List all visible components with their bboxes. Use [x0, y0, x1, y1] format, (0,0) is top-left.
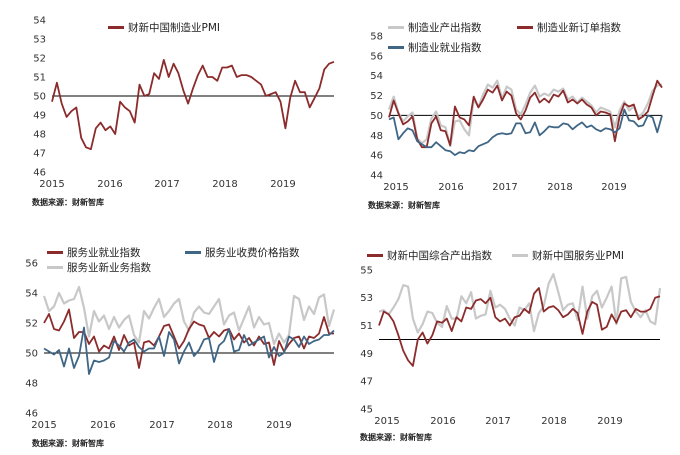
chart-1-x-tick: 2017 [154, 179, 179, 190]
chart-4-source: 数据来源：财新智库 [360, 432, 432, 442]
chart-1-plot: 46 47 48 49 50 51 52 53 54 2015 2016 2017 2018 2019 财新… [33, 16, 335, 190]
chart-2: 44 46 48 50 52 54 56 58 2015 2016 2017 2018 2019 制造业产… [368, 21, 663, 210]
chart-4-y-tick: 45 [360, 405, 373, 416]
chart-2-plot: 44 46 48 50 52 54 56 58 2015 2016 2017 2018 2019 制造业产… [370, 21, 663, 193]
chart-2-y-tick: 56 [370, 51, 383, 62]
chart-4-plot: 45 47 49 51 53 55 2015 2016 2017 2018 2019 财新中国综合产出… [360, 249, 662, 427]
chart-4-y-tick: 53 [360, 293, 373, 304]
chart-2-y-tick: 54 [370, 71, 383, 82]
chart-2-y-tick: 52 [370, 91, 383, 102]
chart-2-legend-label: 制造业就业指数 [408, 41, 482, 54]
chart-2-x-tick: 2018 [547, 182, 572, 193]
chart-3-legend-label: 服务业收费价格指数 [205, 246, 300, 259]
chart-1-y-tick: 50 [33, 92, 46, 103]
chart-4-series-2-line [378, 273, 662, 334]
chart-3-series-2-line [43, 326, 335, 375]
chart-4-series-1-line [378, 287, 661, 367]
chart-2-series-1-line [387, 79, 663, 148]
chart-1-legend-label: 财新中国制造业PMI [128, 21, 220, 34]
chart-4-legend-label: 财新中国服务业PMI [532, 249, 624, 262]
chart-1-y-tick: 48 [33, 130, 46, 141]
chart-1: 46 47 48 49 50 51 52 53 54 2015 2016 2017 2018 2019 财新… [32, 16, 335, 207]
chart-3-x-tick: 2018 [207, 420, 232, 431]
chart-2-y-tick: 48 [370, 131, 383, 142]
chart-2-y-tick: 44 [370, 171, 383, 182]
chart-4-y-tick: 51 [360, 321, 373, 332]
chart-4-x-tick: 2017 [485, 416, 510, 427]
chart-4-x-tick: 2019 [597, 416, 622, 427]
chart-3: 4648505254562015 2016 2017 2018 2019服务业就业指数服… [25, 246, 336, 448]
chart-3-x-tick: 2016 [90, 420, 115, 431]
chart-2-y-tick: 58 [370, 32, 383, 43]
chart-4: 45 47 49 51 53 55 2015 2016 2017 2018 2019 财新中国综合产出… [360, 249, 662, 442]
chart-1-y-tick: 47 [33, 149, 46, 160]
chart-1-source: 数据来源：财新智库 [32, 197, 104, 207]
chart-2-y-tick: 46 [370, 151, 383, 162]
chart-3-y-tick: 48 [25, 379, 38, 390]
chart-3-y-tick: 52 [25, 319, 38, 330]
chart-3-series-3-line [42, 285, 336, 346]
chart-4-y-tick: 47 [360, 377, 373, 388]
chart-2-source: 数据来源：财新智库 [368, 200, 440, 210]
chart-1-x-tick: 2016 [97, 179, 122, 190]
chart-1-y-tick: 54 [33, 16, 46, 27]
chart-1-y-tick: 53 [33, 35, 46, 46]
chart-3-y-tick: 56 [25, 259, 38, 270]
chart-4-y-tick: 55 [360, 265, 373, 276]
chart-2-x-tick: 2019 [601, 182, 626, 193]
chart-4-x-tick: 2016 [430, 416, 455, 427]
chart-1-series-1-line [51, 59, 335, 151]
chart-1-x-tick: 2018 [212, 179, 237, 190]
chart-2-x-tick: 2015 [383, 182, 408, 193]
chart-2-series-2-line [388, 79, 663, 149]
chart-3-y-tick: 46 [25, 409, 38, 420]
chart-3-y-tick: 54 [25, 289, 38, 300]
chart-3-x-tick: 2017 [149, 420, 174, 431]
chart-1-x-tick: 2019 [270, 179, 295, 190]
chart-3-x-tick: 2019 [266, 420, 291, 431]
chart-3-legend-label: 服务业就业指数 [67, 246, 141, 259]
chart-4-legend-label: 财新中国综合产出指数 [387, 249, 492, 262]
chart-2-legend-label: 制造业新订单指数 [537, 21, 621, 34]
chart-4-x-tick: 2018 [541, 416, 566, 427]
chart-3-source: 数据来源：财新智库 [32, 438, 104, 448]
chart-1-y-tick: 51 [33, 73, 46, 84]
chart-2-x-tick: 2017 [492, 182, 517, 193]
chart-3-y-tick: 50 [25, 349, 38, 360]
chart-2-x-tick: 2016 [438, 182, 463, 193]
chart-3-legend-label: 服务业新业务指数 [67, 261, 151, 274]
chart-4-x-tick: 2015 [374, 416, 399, 427]
chart-1-y-tick: 52 [33, 54, 46, 65]
chart-2-series-3-line [388, 108, 663, 157]
chart-4-y-tick: 49 [360, 349, 373, 360]
chart-1-x-tick: 2015 [39, 179, 64, 190]
chart-3-x-tick: 2015 [31, 420, 56, 431]
chart-1-y-tick: 46 [33, 168, 46, 179]
chart-1-y-tick: 49 [33, 111, 46, 122]
chart-3-plot: 4648505254562015 2016 2017 2018 2019服务业就业指数服… [25, 246, 336, 431]
chart-2-legend-label: 制造业产出指数 [408, 21, 482, 34]
chart-2-y-tick: 50 [370, 111, 383, 122]
